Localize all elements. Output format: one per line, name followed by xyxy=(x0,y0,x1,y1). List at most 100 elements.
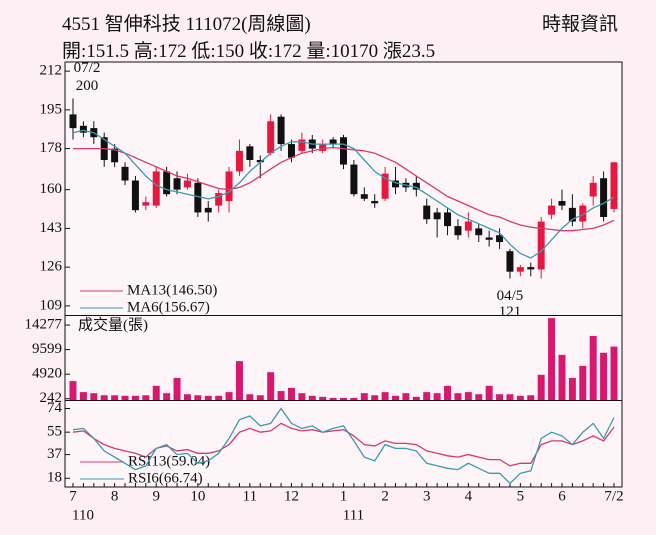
y-tick-label: 37 xyxy=(47,446,63,462)
x-tick-label: 3 xyxy=(423,488,431,504)
candle-body xyxy=(506,251,514,272)
x-tick-label: 6 xyxy=(558,488,566,504)
candle-body xyxy=(558,201,566,206)
volume-bar xyxy=(454,393,462,400)
y-tick-label: 160 xyxy=(40,181,63,197)
volume-bar xyxy=(256,395,264,400)
candle-body xyxy=(568,207,576,222)
x-tick-label: 5 xyxy=(517,488,525,504)
y-tick-label: 4920 xyxy=(32,366,62,382)
indicator-line xyxy=(73,146,615,232)
volume-bar xyxy=(423,392,431,400)
legend-label: RSI6(66.74) xyxy=(128,470,203,486)
volume-bar xyxy=(558,354,566,400)
candle-body xyxy=(360,194,368,199)
candle-body xyxy=(298,139,306,151)
volume-bar xyxy=(246,394,254,400)
candle-body xyxy=(579,205,587,222)
volume-bar xyxy=(287,387,295,400)
volume-bar xyxy=(131,395,139,400)
candle-body xyxy=(610,162,618,210)
volume-bar xyxy=(183,394,191,400)
legend-label: MA13(146.50) xyxy=(127,282,217,298)
volume-bar xyxy=(142,395,150,400)
volume-bar xyxy=(496,394,504,400)
annotation-value: 200 xyxy=(76,78,99,94)
candle-body xyxy=(246,146,254,161)
candle-body xyxy=(225,171,233,202)
volume-bar xyxy=(90,393,98,400)
volume-bar xyxy=(360,393,368,400)
candle-body xyxy=(131,180,139,211)
candle-body xyxy=(163,171,171,195)
candle-body xyxy=(392,180,400,188)
volume-bar xyxy=(329,397,337,400)
volume-bar xyxy=(204,395,212,400)
candle-body xyxy=(537,221,545,270)
candle-body xyxy=(516,267,524,272)
candle-body xyxy=(121,166,129,181)
volume-bar xyxy=(100,395,108,400)
quote-value: 172 xyxy=(273,41,302,62)
candle-body xyxy=(527,267,535,270)
candle-body xyxy=(152,171,160,206)
volume-bar xyxy=(537,374,545,400)
y-tick-label: 195 xyxy=(40,101,63,117)
x-tick-label: 9 xyxy=(152,488,160,504)
candle-body xyxy=(267,121,275,154)
candle-body xyxy=(256,160,264,163)
volume-bar xyxy=(152,385,160,400)
x-tick-label: 11 xyxy=(243,488,257,504)
volume-bar xyxy=(194,395,202,400)
volume-bar xyxy=(69,381,77,400)
volume-bar xyxy=(506,394,514,400)
volume-bar xyxy=(392,395,400,400)
quote-value: 172 xyxy=(158,41,187,62)
plot-frame xyxy=(64,61,623,488)
candle-body xyxy=(548,205,556,215)
x-tick-label: 7/2 xyxy=(604,488,623,504)
candle-body xyxy=(340,137,347,165)
y-tick-label: 126 xyxy=(40,259,63,275)
x-tick-label: 7 xyxy=(69,488,77,504)
volume-bar xyxy=(173,377,181,400)
legend-label: RSI13(59.04) xyxy=(128,453,210,469)
volume-bar xyxy=(516,395,524,400)
annotation-label: 07/2 xyxy=(74,60,101,76)
y-tick-label: 212 xyxy=(40,63,63,79)
x-tick-label: 12 xyxy=(284,488,299,504)
candle-body xyxy=(235,150,243,172)
quote-row: 開:151.5 高:172 低:150 收:172 量:10170 漲23.5 xyxy=(62,36,435,63)
quote-label: 量: xyxy=(306,41,331,62)
volume-bar xyxy=(319,396,327,400)
indicator-line xyxy=(72,422,615,467)
volume-bar xyxy=(579,365,587,400)
volume-bar xyxy=(412,396,420,400)
volume-bar xyxy=(277,391,285,400)
candle-body xyxy=(173,178,181,190)
volume-bar xyxy=(235,361,243,400)
x-year-label: 111 xyxy=(343,507,364,523)
legend-label: MA6(156.67) xyxy=(127,299,210,315)
volume-bar xyxy=(267,372,275,400)
y-tick-label: 178 xyxy=(40,140,63,156)
y-tick-label: 55 xyxy=(47,424,62,440)
volume-bar xyxy=(600,352,608,400)
volume-bar xyxy=(589,335,597,400)
candle-body xyxy=(350,164,358,195)
candle-body xyxy=(277,116,285,145)
volume-bar xyxy=(225,392,233,400)
y-tick-label: 74 xyxy=(47,400,63,416)
candle-body xyxy=(496,235,504,243)
quote-label: 漲 xyxy=(382,41,402,62)
volume-bar xyxy=(298,393,306,400)
volume-bar xyxy=(444,385,452,400)
x-tick-label: 2 xyxy=(381,488,389,504)
volume-bar xyxy=(371,395,379,400)
quote-label: 收: xyxy=(248,41,274,62)
candle-body xyxy=(464,221,472,231)
candle-body xyxy=(433,212,441,220)
x-tick-label: 10 xyxy=(190,488,205,504)
